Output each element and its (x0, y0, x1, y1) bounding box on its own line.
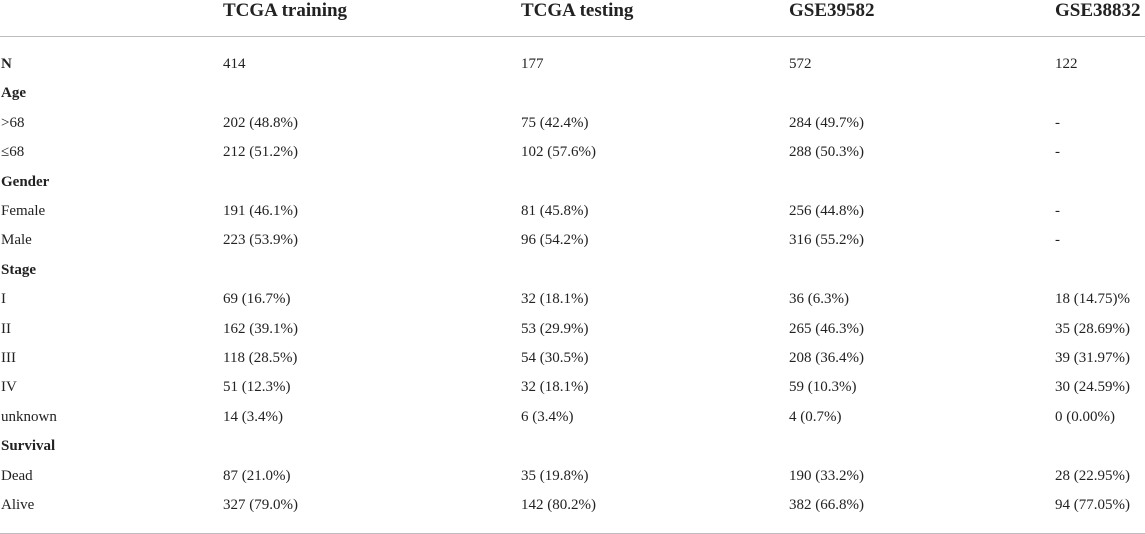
cell-value: 94 (77.05%) (1055, 497, 1130, 513)
row-label: ≤68 (1, 144, 25, 161)
table-row: II 162 (39.1%) 53 (29.9%) 265 (46.3%) 35 (28… (0, 315, 1145, 344)
table-row: I 69 (16.7%) 32 (18.1%) 36 (6.3%) 18 (14.75)… (0, 285, 1145, 314)
table-row: Dead 87 (21.0%) 35 (19.8%) 190 (33.2%) 28 (2… (0, 462, 1145, 491)
cell-value: 75 (42.4%) (521, 114, 589, 131)
row-label: unknown (1, 408, 57, 425)
cell-value: 32 (18.1%) (521, 291, 589, 308)
row-label: III (1, 350, 16, 366)
table-row: Male 223 (53.9%) 96 (54.2%) 316 (55.2%) - (0, 226, 1145, 255)
cell-value: - (1055, 144, 1060, 161)
table-header: TCGA training TCGA testing GSE39582 GSE3… (0, 0, 1145, 37)
row-label: Female (1, 203, 46, 219)
cell-value: 208 (36.4%) (789, 350, 864, 366)
cell-value: 202 (48.8%) (223, 114, 298, 131)
cell-value: 327 (79.0%) (223, 497, 298, 513)
column-header-tcga-testing: TCGA testing (521, 0, 634, 21)
cell-value: 177 (521, 56, 544, 72)
cell-value: 51 (12.3%) (223, 379, 291, 396)
column-header-tcga-training: TCGA training (223, 0, 348, 21)
cell-value: 102 (57.6%) (521, 144, 596, 161)
table-row: Female 191 (46.1%) 81 (45.8%) 256 (44.8%) - (0, 197, 1145, 226)
cell-value: 81 (45.8%) (521, 203, 589, 219)
cell-value: 39 (31.97%) (1055, 350, 1130, 366)
cell-value: 36 (6.3%) (789, 291, 849, 308)
cell-value: 316 (55.2%) (789, 232, 864, 249)
cell-value: 4 (0.7%) (789, 408, 842, 425)
cell-value: 212 (51.2%) (223, 144, 298, 161)
cell-value: 30 (24.59%) (1055, 379, 1130, 396)
row-label: I (1, 291, 6, 308)
row-label: II (1, 320, 11, 337)
section-label: N (1, 56, 12, 72)
cell-value: 53 (29.9%) (521, 320, 589, 337)
row-label: Dead (1, 467, 33, 484)
cell-value: 265 (46.3%) (789, 320, 864, 337)
cell-value: 256 (44.8%) (789, 203, 864, 219)
cell-value: - (1055, 203, 1060, 219)
table-row: ≤68 212 (51.2%) 102 (57.6%) 288 (50.3%) - (0, 138, 1145, 167)
section-row: N 414 177 572 122 (0, 50, 1145, 79)
cell-value: 382 (66.8%) (789, 497, 864, 513)
cell-value: 122 (1055, 56, 1078, 72)
cell-value: 59 (10.3%) (789, 379, 857, 396)
section-label: Gender (1, 173, 50, 190)
section-label: Survival (1, 438, 56, 455)
cell-value: 35 (19.8%) (521, 467, 589, 484)
cell-value: 572 (789, 56, 812, 72)
cell-value: 28 (22.95%) (1055, 467, 1130, 484)
section-row: Stage (0, 256, 1145, 285)
cell-value: 35 (28.69%) (1055, 320, 1130, 337)
row-label: IV (1, 379, 17, 396)
cell-value: 162 (39.1%) (223, 320, 298, 337)
table-row: >68 202 (48.8%) 75 (42.4%) 284 (49.7%) - (0, 109, 1145, 138)
cell-value: 0 (0.00%) (1055, 408, 1115, 425)
cell-value: 6 (3.4%) (521, 408, 574, 425)
cell-value: 190 (33.2%) (789, 467, 864, 484)
row-label: Male (1, 232, 32, 249)
cell-value: 284 (49.7%) (789, 114, 864, 131)
section-label: Age (1, 85, 26, 102)
column-header-gse39582: GSE39582 (789, 0, 875, 21)
cell-value: 69 (16.7%) (223, 291, 291, 308)
table-row: Alive 327 (79.0%) 142 (80.2%) 382 (66.8%) 94… (0, 491, 1145, 520)
cell-value: 191 (46.1%) (223, 203, 298, 219)
cell-value: 118 (28.5%) (223, 350, 298, 366)
cell-value: 32 (18.1%) (521, 379, 589, 396)
section-row: Gender (0, 168, 1145, 197)
section-row: Age (0, 79, 1145, 108)
cell-value: 142 (80.2%) (521, 497, 596, 513)
column-header-gse38832: GSE38832 (1055, 0, 1141, 21)
row-label: Alive (1, 497, 35, 513)
cell-value: 14 (3.4%) (223, 408, 283, 425)
table-row: unknown 14 (3.4%) 6 (3.4%) 4 (0.7%) 0 (0.00%… (0, 403, 1145, 432)
section-label: Stage (1, 261, 36, 278)
cell-value: 223 (53.9%) (223, 232, 298, 249)
cell-value: 54 (30.5%) (521, 350, 589, 366)
row-label: >68 (1, 114, 25, 131)
table-row: III 118 (28.5%) 54 (30.5%) 208 (36.4%) 39 (3… (0, 344, 1145, 373)
cell-value: 87 (21.0%) (223, 467, 291, 484)
cell-value: 96 (54.2%) (521, 232, 589, 249)
cell-value: 18 (14.75)% (1055, 291, 1130, 308)
section-row: Survival (0, 432, 1145, 461)
table-row: IV 51 (12.3%) 32 (18.1%) 59 (10.3%) 30 (24.5… (0, 373, 1145, 402)
cell-value: 414 (223, 56, 246, 72)
cell-value: - (1055, 114, 1060, 131)
cell-value: 288 (50.3%) (789, 144, 864, 161)
cell-value: - (1055, 232, 1060, 249)
